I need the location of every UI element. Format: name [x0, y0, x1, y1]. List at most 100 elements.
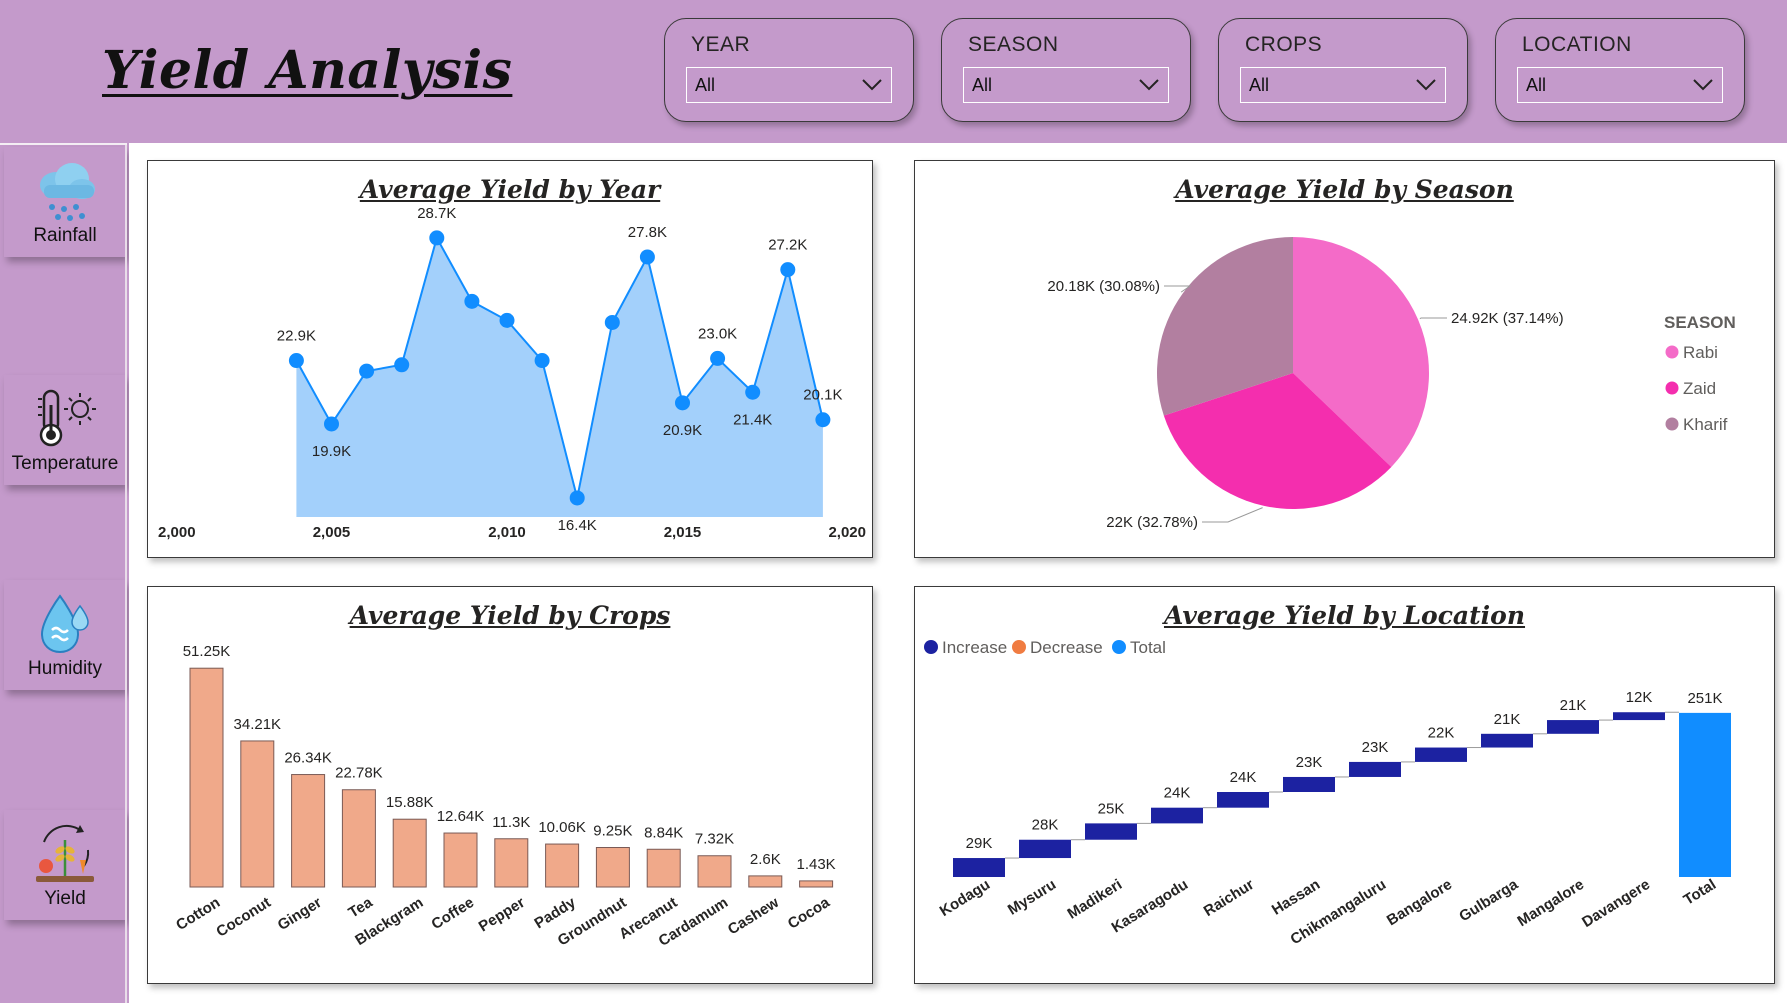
data-label: 27.2K	[768, 237, 807, 254]
bar	[1481, 733, 1533, 748]
data-label: 19.9K	[312, 443, 351, 460]
data-label: 20.1K	[803, 387, 842, 404]
legend-label: Decrease	[1030, 638, 1103, 657]
nav-rainfall-button[interactable]: Rainfall	[4, 147, 126, 257]
chevron-down-icon	[1693, 79, 1713, 91]
data-point	[569, 490, 585, 506]
x-tick-label: 2,015	[664, 524, 702, 541]
x-tick-label: Tea	[346, 894, 377, 922]
data-point	[429, 230, 445, 246]
bar	[443, 832, 478, 888]
data-label: 34.21K	[234, 716, 282, 733]
bar	[595, 847, 630, 888]
yield-by-season-chart: 24.92K (37.14%) 22K (32.78%) 20.18K (30.08…	[1047, 237, 1736, 531]
x-tick-label: 2,005	[313, 524, 351, 541]
yield-by-crops-chart: 51.25KCotton34.21KCoconut26.34KGinger22.…	[173, 643, 836, 950]
bar	[545, 843, 580, 888]
nav-temperature-button[interactable]: Temperature	[4, 375, 126, 485]
season-dropdown[interactable]: All	[963, 67, 1169, 103]
data-point	[639, 249, 655, 265]
chart-title: Average Yield by Location	[1163, 601, 1526, 630]
x-tick-label: Hassan	[1269, 876, 1323, 919]
x-tick-label: Gulbarga	[1456, 876, 1521, 926]
legend-swatch	[924, 640, 938, 654]
bar	[1085, 823, 1137, 840]
data-label: 26.34K	[284, 750, 332, 767]
data-label: 20.9K	[663, 422, 702, 439]
data-label: 21K	[1560, 697, 1587, 714]
slice-label: 24.92K (37.14%)	[1451, 310, 1564, 327]
legend-label: Increase	[942, 638, 1007, 657]
x-tick-label: Kodagu	[937, 876, 993, 920]
x-tick-label: Raichur	[1201, 876, 1258, 920]
data-point	[324, 416, 339, 432]
location-dropdown[interactable]: All	[1517, 67, 1723, 103]
area-fill	[296, 237, 823, 517]
data-label: 29K	[966, 835, 993, 852]
data-label: 24K	[1230, 769, 1257, 786]
x-tick-label: 2,010	[488, 524, 526, 541]
data-label: 24K	[1164, 785, 1191, 802]
thermometer-sun-icon	[38, 389, 96, 447]
data-label: 16.4K	[558, 517, 597, 534]
nav-label: Temperature	[11, 453, 119, 474]
chevron-down-icon	[1416, 79, 1436, 91]
nav-label: Yield	[44, 888, 86, 909]
slicer-label: SEASON	[968, 33, 1059, 56]
dropdown-value: All	[695, 75, 716, 95]
chart-title: Average Yield by Year	[359, 175, 661, 204]
yield-by-year-card: Average Yield by Year 22.9K 19.9K 28.7K 16.…	[147, 160, 873, 558]
data-label: 251K	[1687, 690, 1722, 707]
yield-by-location-chart: Increase Decrease Total 29K Kodagu 28K Mysuru 2…	[924, 638, 1731, 948]
nav-yield-button[interactable]: Yield	[4, 810, 126, 920]
x-tick-label: 2,000	[158, 524, 196, 541]
sidebar: Rainfall Temperature	[0, 143, 127, 1003]
slicer-label: CROPS	[1245, 33, 1323, 56]
x-tick-label: Madikeri	[1064, 876, 1125, 923]
data-label: 27.8K	[628, 224, 667, 241]
data-label: 23.0K	[698, 325, 737, 342]
data-label: 28.7K	[417, 205, 456, 222]
chevron-down-icon	[862, 79, 882, 91]
data-label: 9.25K	[593, 823, 632, 840]
bar	[1679, 712, 1731, 877]
bar	[1151, 807, 1203, 824]
yield-by-location-card: Average Yield by Location Increase Decrea…	[914, 586, 1775, 984]
data-point	[780, 262, 796, 278]
data-label: 22K	[1428, 725, 1455, 742]
data-point	[499, 312, 515, 328]
data-point	[710, 350, 726, 366]
crops-dropdown[interactable]: All	[1240, 67, 1446, 103]
rain-cloud-icon	[40, 163, 95, 221]
x-tick-label: Davangere	[1579, 876, 1653, 931]
dropdown-value: All	[972, 75, 993, 95]
slice-label: 22K (32.78%)	[1106, 514, 1198, 531]
slicer-label: LOCATION	[1522, 33, 1632, 56]
chart-title: Average Yield by Crops	[349, 601, 671, 630]
data-label: 21.4K	[733, 411, 772, 428]
x-tick-label: Bangalore	[1384, 876, 1455, 929]
leader-line	[1164, 285, 1192, 293]
x-tick-label: Coffee	[429, 894, 478, 933]
x-tick-label: Ginger	[275, 894, 325, 934]
slice-label: 20.18K (30.08%)	[1047, 278, 1160, 295]
water-drop-icon	[40, 594, 89, 654]
bar	[646, 848, 681, 888]
pie-slice	[1163, 373, 1392, 509]
bar	[341, 789, 376, 888]
chart-title: Average Yield by Season	[1175, 175, 1514, 204]
year-dropdown[interactable]: All	[686, 67, 892, 103]
bar	[1283, 776, 1335, 792]
season-slicer: SEASON All	[941, 18, 1191, 122]
crops-slicer: CROPS All	[1218, 18, 1468, 122]
data-point	[288, 353, 304, 369]
nav-label: Humidity	[28, 658, 102, 679]
data-label: 1.43K	[796, 856, 835, 873]
bar	[748, 875, 783, 888]
nav-label: Rainfall	[33, 225, 97, 246]
data-label: 28K	[1032, 817, 1059, 834]
data-label: 15.88K	[386, 794, 434, 811]
bar	[1217, 792, 1269, 808]
data-point	[534, 353, 550, 369]
nav-humidity-button[interactable]: Humidity	[4, 580, 126, 690]
